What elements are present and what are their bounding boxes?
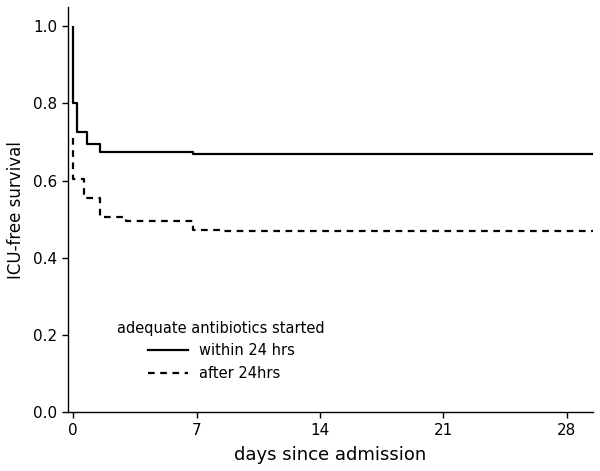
Legend: within 24 hrs, after 24hrs: within 24 hrs, after 24hrs xyxy=(117,321,325,381)
X-axis label: days since admission: days since admission xyxy=(235,446,427,464)
Y-axis label: ICU-free survival: ICU-free survival xyxy=(7,141,25,278)
